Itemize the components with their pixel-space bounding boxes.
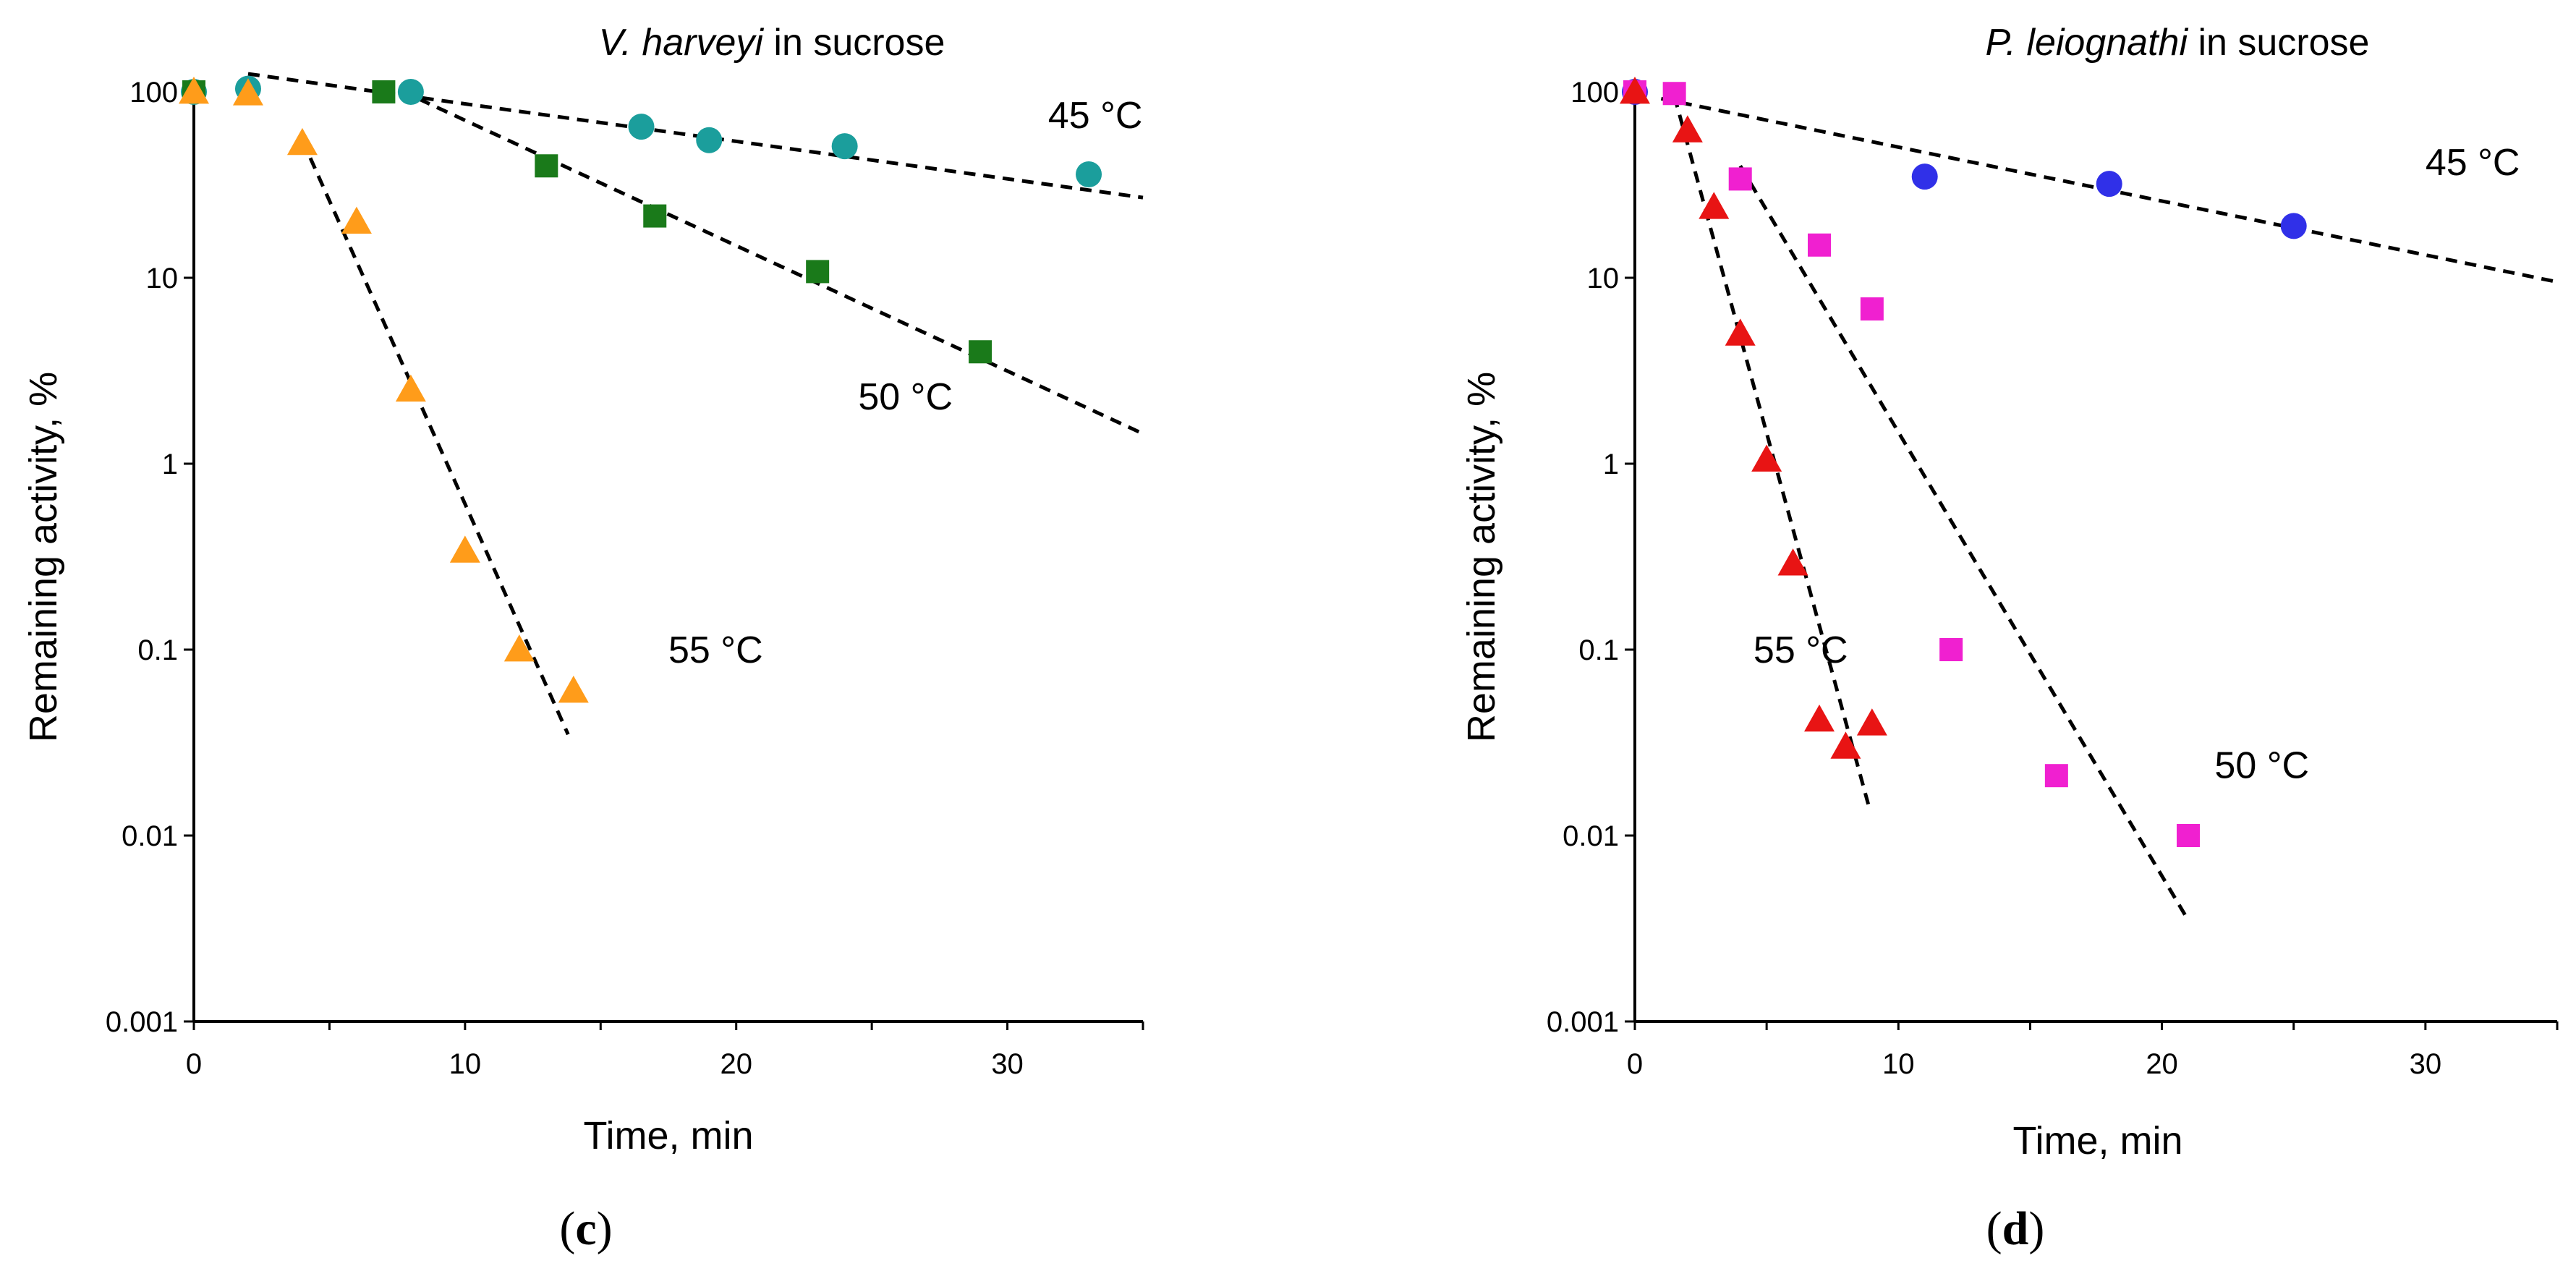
y-tick-label: 1 <box>1603 449 1619 480</box>
series-label: 55 °C <box>668 629 763 671</box>
data-point-square <box>2044 764 2068 788</box>
panel-c-chart: V. harveyi in sucrose 0.0010.010.1110100… <box>22 22 1144 1255</box>
y-tick-label: 0.001 <box>1547 1006 1619 1038</box>
fit-line <box>247 72 1144 200</box>
data-point-square <box>969 340 992 364</box>
panel-label-close: ) <box>597 1202 613 1255</box>
data-point-triangle <box>1777 548 1808 576</box>
data-point-triangle <box>1620 77 1650 104</box>
x-tick-label: 10 <box>449 1048 482 1080</box>
series-labels: 45 °C 50 °C 55 °C <box>668 95 1142 671</box>
data-point-triangle <box>1725 318 1756 346</box>
chart-title: P. leiognathi in sucrose <box>1986 22 2370 64</box>
y-ticks: 0.001 0.01 0.1 1 10 100 <box>106 77 194 1038</box>
data-point-triangle <box>449 535 480 563</box>
data-point-circle <box>628 114 655 140</box>
data-point-square <box>372 80 396 103</box>
data-point-circle <box>2280 213 2307 239</box>
x-ticks: 0 10 20 30 <box>186 1021 1144 1080</box>
panel-label: (c) <box>559 1202 612 1255</box>
y-tick-label: 0.01 <box>1563 820 1619 852</box>
x-tick-label: 30 <box>2410 1048 2442 1080</box>
panel-d-chart: P. leiognathi in sucrose 0.001 0.01 0.1 1 10… <box>1460 22 2559 1255</box>
data-point-triangle <box>1830 731 1861 759</box>
data-point-triangle <box>1699 192 1730 219</box>
data-point-square <box>1860 297 1884 321</box>
data-point-square <box>1939 638 1963 661</box>
x-tick-label: 20 <box>2146 1048 2178 1080</box>
series-label: 50 °C <box>858 376 953 418</box>
data-point-square <box>806 260 830 284</box>
series-label: 45 °C <box>2426 142 2520 184</box>
panel-label-letter: d <box>2002 1202 2029 1255</box>
chart-title-medium: in sucrose <box>763 22 945 64</box>
panel-label-letter: c <box>575 1202 596 1255</box>
data-point-circle <box>1076 161 1102 188</box>
y-tick-label: 1 <box>162 449 178 480</box>
chart-title-medium: in sucrose <box>2188 22 2369 64</box>
chart-title: V. harveyi in sucrose <box>599 22 945 64</box>
data-point-triangle <box>179 77 209 104</box>
data-point-triangle <box>286 127 318 156</box>
x-tick-label: 0 <box>186 1048 202 1080</box>
x-axis-title: Time, min <box>583 1114 753 1157</box>
data-point-triangle <box>1751 444 1782 472</box>
y-tick-label: 100 <box>1570 77 1619 109</box>
x-tick-label: 0 <box>1627 1048 1643 1080</box>
data-point-triangle <box>395 374 426 402</box>
y-tick-label: 100 <box>129 77 178 109</box>
y-tick-label: 0.001 <box>106 1006 178 1038</box>
fit-lines <box>1660 95 2558 922</box>
data-point-square <box>535 154 558 178</box>
series-label: 50 °C <box>2214 744 2309 786</box>
series-label: 55 °C <box>1754 629 1848 671</box>
y-axis-title: Remaining activity, % <box>1460 372 1503 742</box>
data-point-triangle <box>1804 704 1835 732</box>
fit-line <box>1672 95 1871 810</box>
data-point-triangle <box>341 206 372 234</box>
fit-line <box>300 139 570 736</box>
y-ticks: 0.001 0.01 0.1 1 10 100 <box>1547 77 1635 1038</box>
x-tick-label: 10 <box>1882 1048 1915 1080</box>
data-points <box>1620 77 2307 847</box>
fit-lines <box>247 72 1144 736</box>
data-point-square <box>1662 82 1686 106</box>
x-axis-title: Time, min <box>2012 1119 2182 1163</box>
chart-title-species: P. leiognathi <box>1986 22 2189 64</box>
data-point-triangle <box>232 78 263 106</box>
panel-label-open: ( <box>559 1202 575 1255</box>
y-tick-label: 10 <box>1587 263 1620 294</box>
panel-label-open: ( <box>1986 1202 2002 1255</box>
series-label: 45 °C <box>1048 95 1143 137</box>
fit-line <box>383 81 1144 435</box>
x-tick-label: 30 <box>991 1048 1024 1080</box>
data-point-circle <box>2096 171 2122 197</box>
x-ticks: 0 10 20 30 <box>1627 1021 2559 1080</box>
data-point-circle <box>1911 163 1938 190</box>
data-point-circle <box>831 133 858 160</box>
fit-line <box>1738 164 2190 922</box>
data-point-square <box>643 204 667 228</box>
data-point-circle <box>696 127 723 153</box>
series-labels: 45 °C 50 °C 55 °C <box>1754 142 2520 786</box>
panel-label-close: ) <box>2028 1202 2044 1255</box>
panel-label: (d) <box>1986 1202 2045 1255</box>
data-point-square <box>1728 167 1752 191</box>
y-tick-label: 10 <box>146 263 179 294</box>
data-points <box>179 75 1102 703</box>
y-tick-label: 0.01 <box>122 820 178 852</box>
data-point-square <box>1808 233 1831 257</box>
data-point-circle <box>397 79 424 105</box>
y-axis-title: Remaining activity, % <box>22 372 65 742</box>
data-point-square <box>2177 824 2200 847</box>
chart-title-species: V. harveyi <box>599 22 765 64</box>
y-tick-label: 0.1 <box>137 634 178 666</box>
data-point-triangle <box>503 634 535 662</box>
data-point-triangle <box>1856 708 1887 736</box>
data-point-triangle <box>558 676 589 703</box>
data-point-triangle <box>1672 115 1703 143</box>
y-tick-label: 0.1 <box>1578 634 1619 666</box>
x-tick-label: 20 <box>720 1048 752 1080</box>
